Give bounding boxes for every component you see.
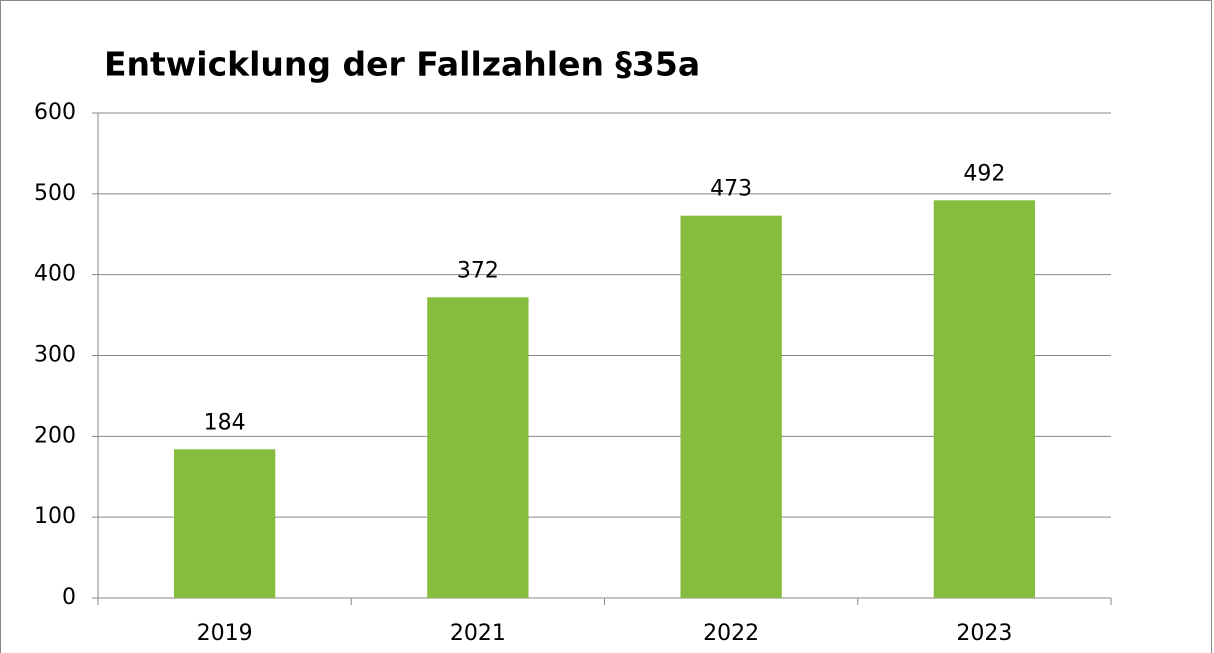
bar: [933, 200, 1036, 599]
y-tick-label: 100: [34, 504, 76, 529]
bar: [173, 449, 276, 598]
x-tick-label: 2023: [956, 621, 1012, 646]
data-label: 473: [710, 177, 752, 202]
bar: [680, 215, 782, 599]
bar: [427, 297, 529, 598]
y-tick-label: 300: [34, 343, 76, 368]
chart-title: Entwicklung der Fallzahlen §35a: [104, 45, 700, 84]
x-tick-label: 2019: [197, 621, 253, 646]
y-tick-label: 200: [34, 423, 76, 448]
x-tick-label: 2021: [450, 621, 506, 646]
data-label: 184: [204, 410, 246, 435]
data-label: 372: [457, 258, 499, 283]
x-tick-label: 2022: [703, 621, 759, 646]
y-tick-label: 400: [34, 262, 76, 287]
y-tick-label: 600: [34, 100, 76, 125]
y-tick-label: 500: [34, 181, 76, 206]
y-tick-label: 0: [62, 585, 76, 610]
data-label: 492: [963, 161, 1005, 186]
